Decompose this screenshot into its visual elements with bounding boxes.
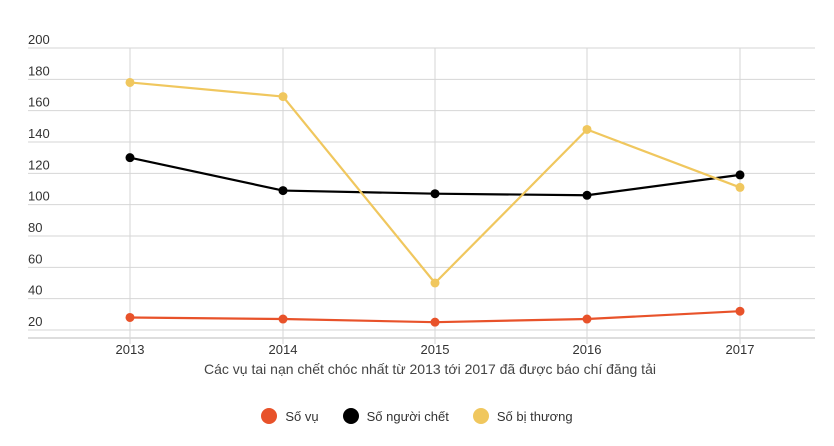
data-point (735, 306, 745, 316)
data-point (278, 186, 288, 196)
data-point (125, 153, 135, 163)
legend-item[interactable]: Số người chết (342, 408, 449, 424)
grid (28, 47, 815, 344)
legend-item[interactable]: Số bị thương (472, 408, 573, 424)
data-point (582, 124, 592, 134)
x-tick-label: 2013 (116, 342, 145, 357)
y-tick-label: 140 (28, 126, 50, 141)
data-point (735, 182, 745, 192)
data-point (582, 190, 592, 200)
series-lines (125, 77, 745, 327)
data-point (430, 189, 440, 199)
y-tick-label: 80 (28, 220, 42, 235)
data-point (430, 317, 440, 327)
x-tick-label: 2017 (726, 342, 755, 357)
y-tick-label: 100 (28, 189, 50, 204)
y-tick-label: 20 (28, 314, 42, 329)
legend-swatch (472, 408, 489, 424)
data-point (582, 314, 592, 324)
x-axis-title: Các vụ tai nạn chết chóc nhất từ 2013 tớ… (204, 361, 656, 377)
data-point (735, 170, 745, 180)
data-point (125, 312, 135, 322)
y-tick-label: 60 (28, 251, 42, 266)
x-tick-label: 2016 (573, 342, 602, 357)
data-point (430, 278, 440, 288)
y-tick-label: 120 (28, 157, 50, 172)
legend: Số vụ Số người chết Số bị thương (0, 404, 834, 428)
data-point (278, 314, 288, 324)
y-axis-ticks: 20 40 60 80 100 120 140 160 180 200 (28, 32, 50, 329)
legend-label: Số người chết (366, 408, 449, 424)
legend-label: Số bị thương (496, 408, 573, 424)
legend-item[interactable]: Số vụ (261, 408, 319, 424)
legend-swatch (342, 408, 359, 424)
y-tick-label: 200 (28, 32, 50, 47)
x-tick-label: 2014 (269, 342, 298, 357)
data-point (278, 92, 288, 102)
y-tick-label: 40 (28, 283, 42, 298)
data-point (125, 77, 135, 87)
y-tick-label: 180 (28, 63, 50, 78)
x-axis-ticks: 2013 2014 2015 2016 2017 (116, 342, 755, 357)
y-tick-label: 160 (28, 95, 50, 110)
legend-swatch (261, 408, 278, 424)
x-tick-label: 2015 (421, 342, 450, 357)
legend-label: Số vụ (285, 408, 319, 424)
